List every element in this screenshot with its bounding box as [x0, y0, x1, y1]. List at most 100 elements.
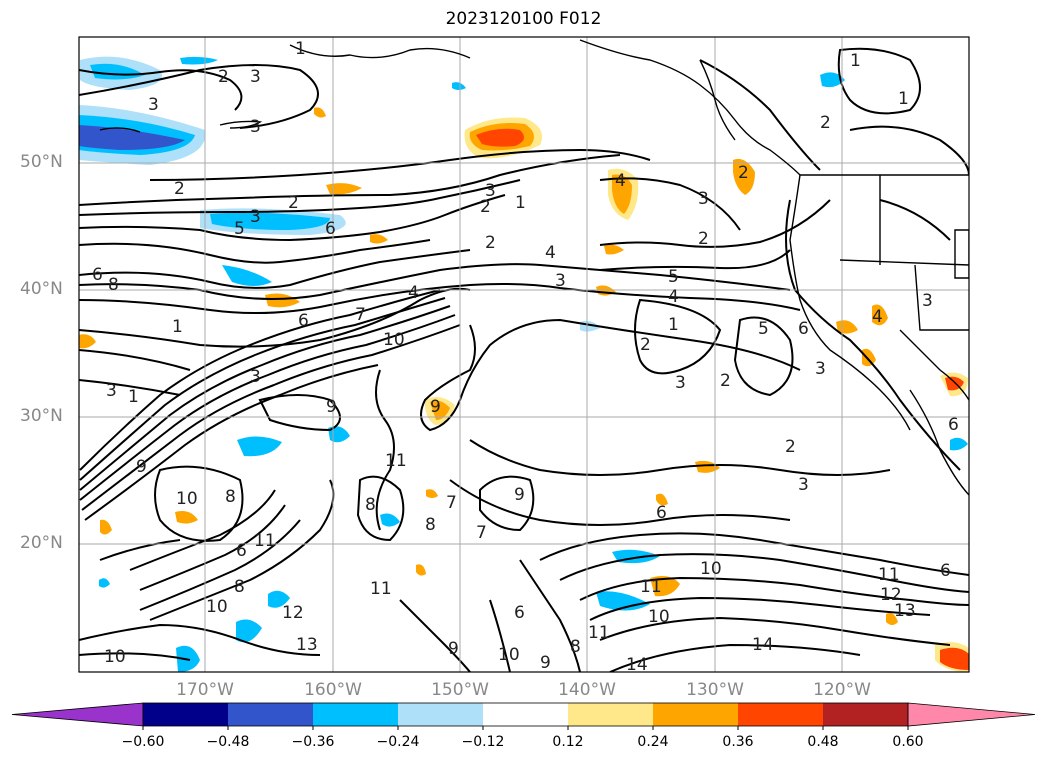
contour-label: 8	[225, 487, 236, 507]
colorbar-tick-label: −0.12	[461, 734, 505, 750]
contour-label: 11	[878, 565, 900, 585]
contour-label: 3	[250, 367, 261, 387]
contour-label: 6	[940, 561, 951, 581]
lon-label: 160°W	[304, 680, 362, 700]
colorbar-segment	[143, 703, 228, 726]
map-grid	[79, 37, 969, 672]
contour-label: 1	[172, 317, 183, 337]
contour-label: 3	[148, 95, 159, 115]
contour-label: 10	[104, 647, 126, 667]
contour-label: 9	[448, 639, 459, 659]
contour-label: 11	[640, 577, 662, 597]
contour-label: 7	[476, 523, 487, 543]
lon-label: 170°W	[176, 680, 234, 700]
contour-label: 3	[485, 181, 496, 201]
contour-label: 1	[295, 39, 306, 59]
contour-label: 8	[570, 637, 581, 657]
contour-label: 14	[752, 635, 774, 655]
contour-label: 3	[922, 291, 933, 311]
contour-label: 5	[234, 219, 245, 239]
colorbar-tick-label: 0.48	[807, 734, 839, 750]
contour-label: 2	[640, 335, 651, 355]
contour-label: 9	[136, 457, 147, 477]
contour-label: 2	[288, 193, 299, 213]
contour-label: 11	[385, 451, 407, 471]
contour-label: 8	[108, 275, 119, 295]
contour-label: 2	[174, 179, 185, 199]
colorbar-tick-label: −0.60	[121, 734, 165, 750]
contour-label: 2	[738, 163, 749, 183]
contour-label: 10	[206, 597, 228, 617]
lon-label: 150°W	[431, 680, 489, 700]
colorbar-segment	[738, 703, 823, 726]
contour-label: 1	[515, 193, 526, 213]
colorbar-segment	[398, 703, 483, 726]
lat-label: 50°N	[20, 152, 63, 172]
contour-label: 3	[675, 373, 686, 393]
contour-label: 3	[555, 271, 566, 291]
contour-label: 4	[668, 287, 679, 307]
contour-label: 2	[480, 197, 491, 217]
contour-label: 6	[236, 541, 247, 561]
contour-label: 9	[326, 397, 337, 417]
contour-label: 2	[785, 437, 796, 457]
contour-label: 6	[656, 503, 667, 523]
contour-label: 6	[798, 319, 809, 339]
contour-label: 8	[365, 495, 376, 515]
contour-label: 10	[383, 330, 405, 350]
contour-label: 9	[514, 485, 525, 505]
contour-label: 3	[250, 117, 261, 137]
contour-label: 6	[298, 311, 309, 331]
colorbar-segment	[228, 703, 313, 726]
contour-label: 11	[370, 579, 392, 599]
contour-label: 12	[282, 603, 304, 623]
contour-label: 10	[700, 559, 722, 579]
contour-label: 6	[92, 265, 103, 285]
positive-shading	[79, 107, 969, 672]
contour-label: 1	[128, 387, 139, 407]
lat-label: 20°N	[20, 533, 63, 553]
colorbar-tick-label: 0.12	[552, 734, 584, 750]
map-title: 2023120100 F012	[445, 9, 602, 29]
contour-label: 1	[850, 51, 861, 71]
colorbar-tick-label: 0.60	[892, 734, 924, 750]
contour-label: 3	[250, 67, 261, 87]
contour-label: 11	[588, 623, 610, 643]
contour-label: 2	[698, 229, 709, 249]
map-frame	[78, 36, 970, 673]
contour-label: 8	[234, 577, 245, 597]
contour-label: 5	[758, 319, 769, 339]
contour-label: 12	[880, 585, 902, 605]
contour-label: 2	[485, 233, 496, 253]
contour-label: 10	[498, 645, 520, 665]
colorbar-segment	[483, 703, 568, 726]
colorbar-tick-label: 0.24	[637, 734, 669, 750]
contour-label: 3	[250, 207, 261, 227]
contour-label-set: 1 2 3 3 3 2 2 3 5 6 1 3 2 2 4 3 5 4 1 2 …	[92, 39, 959, 672]
contour-label: 5	[668, 267, 679, 287]
contour-label: 1	[898, 89, 909, 109]
contour-label: 4	[872, 307, 883, 327]
lon-label: 140°W	[558, 680, 616, 700]
contour-label: 10	[648, 607, 670, 627]
contour-label: 2	[218, 67, 229, 87]
contour-label: 7	[355, 305, 366, 325]
contour-label: 8	[425, 515, 436, 535]
contour-label: 3	[698, 189, 709, 209]
colorbar-segment	[823, 703, 908, 726]
coastlines	[99, 39, 969, 496]
contour-label: 3	[106, 381, 117, 401]
colorbar	[11, 702, 1036, 730]
contour-label: 3	[798, 475, 809, 495]
lat-label: 40°N	[20, 279, 63, 299]
colorbar-extend-high	[907, 702, 1036, 727]
contour-label: 13	[894, 601, 916, 621]
contour-label: 4	[615, 171, 626, 191]
colorbar-segment	[313, 703, 398, 726]
colorbar-segment	[653, 703, 738, 726]
contour-label: 4	[545, 243, 556, 263]
colorbar-tick-label: −0.24	[376, 734, 420, 750]
contour-label: 6	[325, 219, 336, 239]
contour-label: 6	[948, 415, 959, 435]
